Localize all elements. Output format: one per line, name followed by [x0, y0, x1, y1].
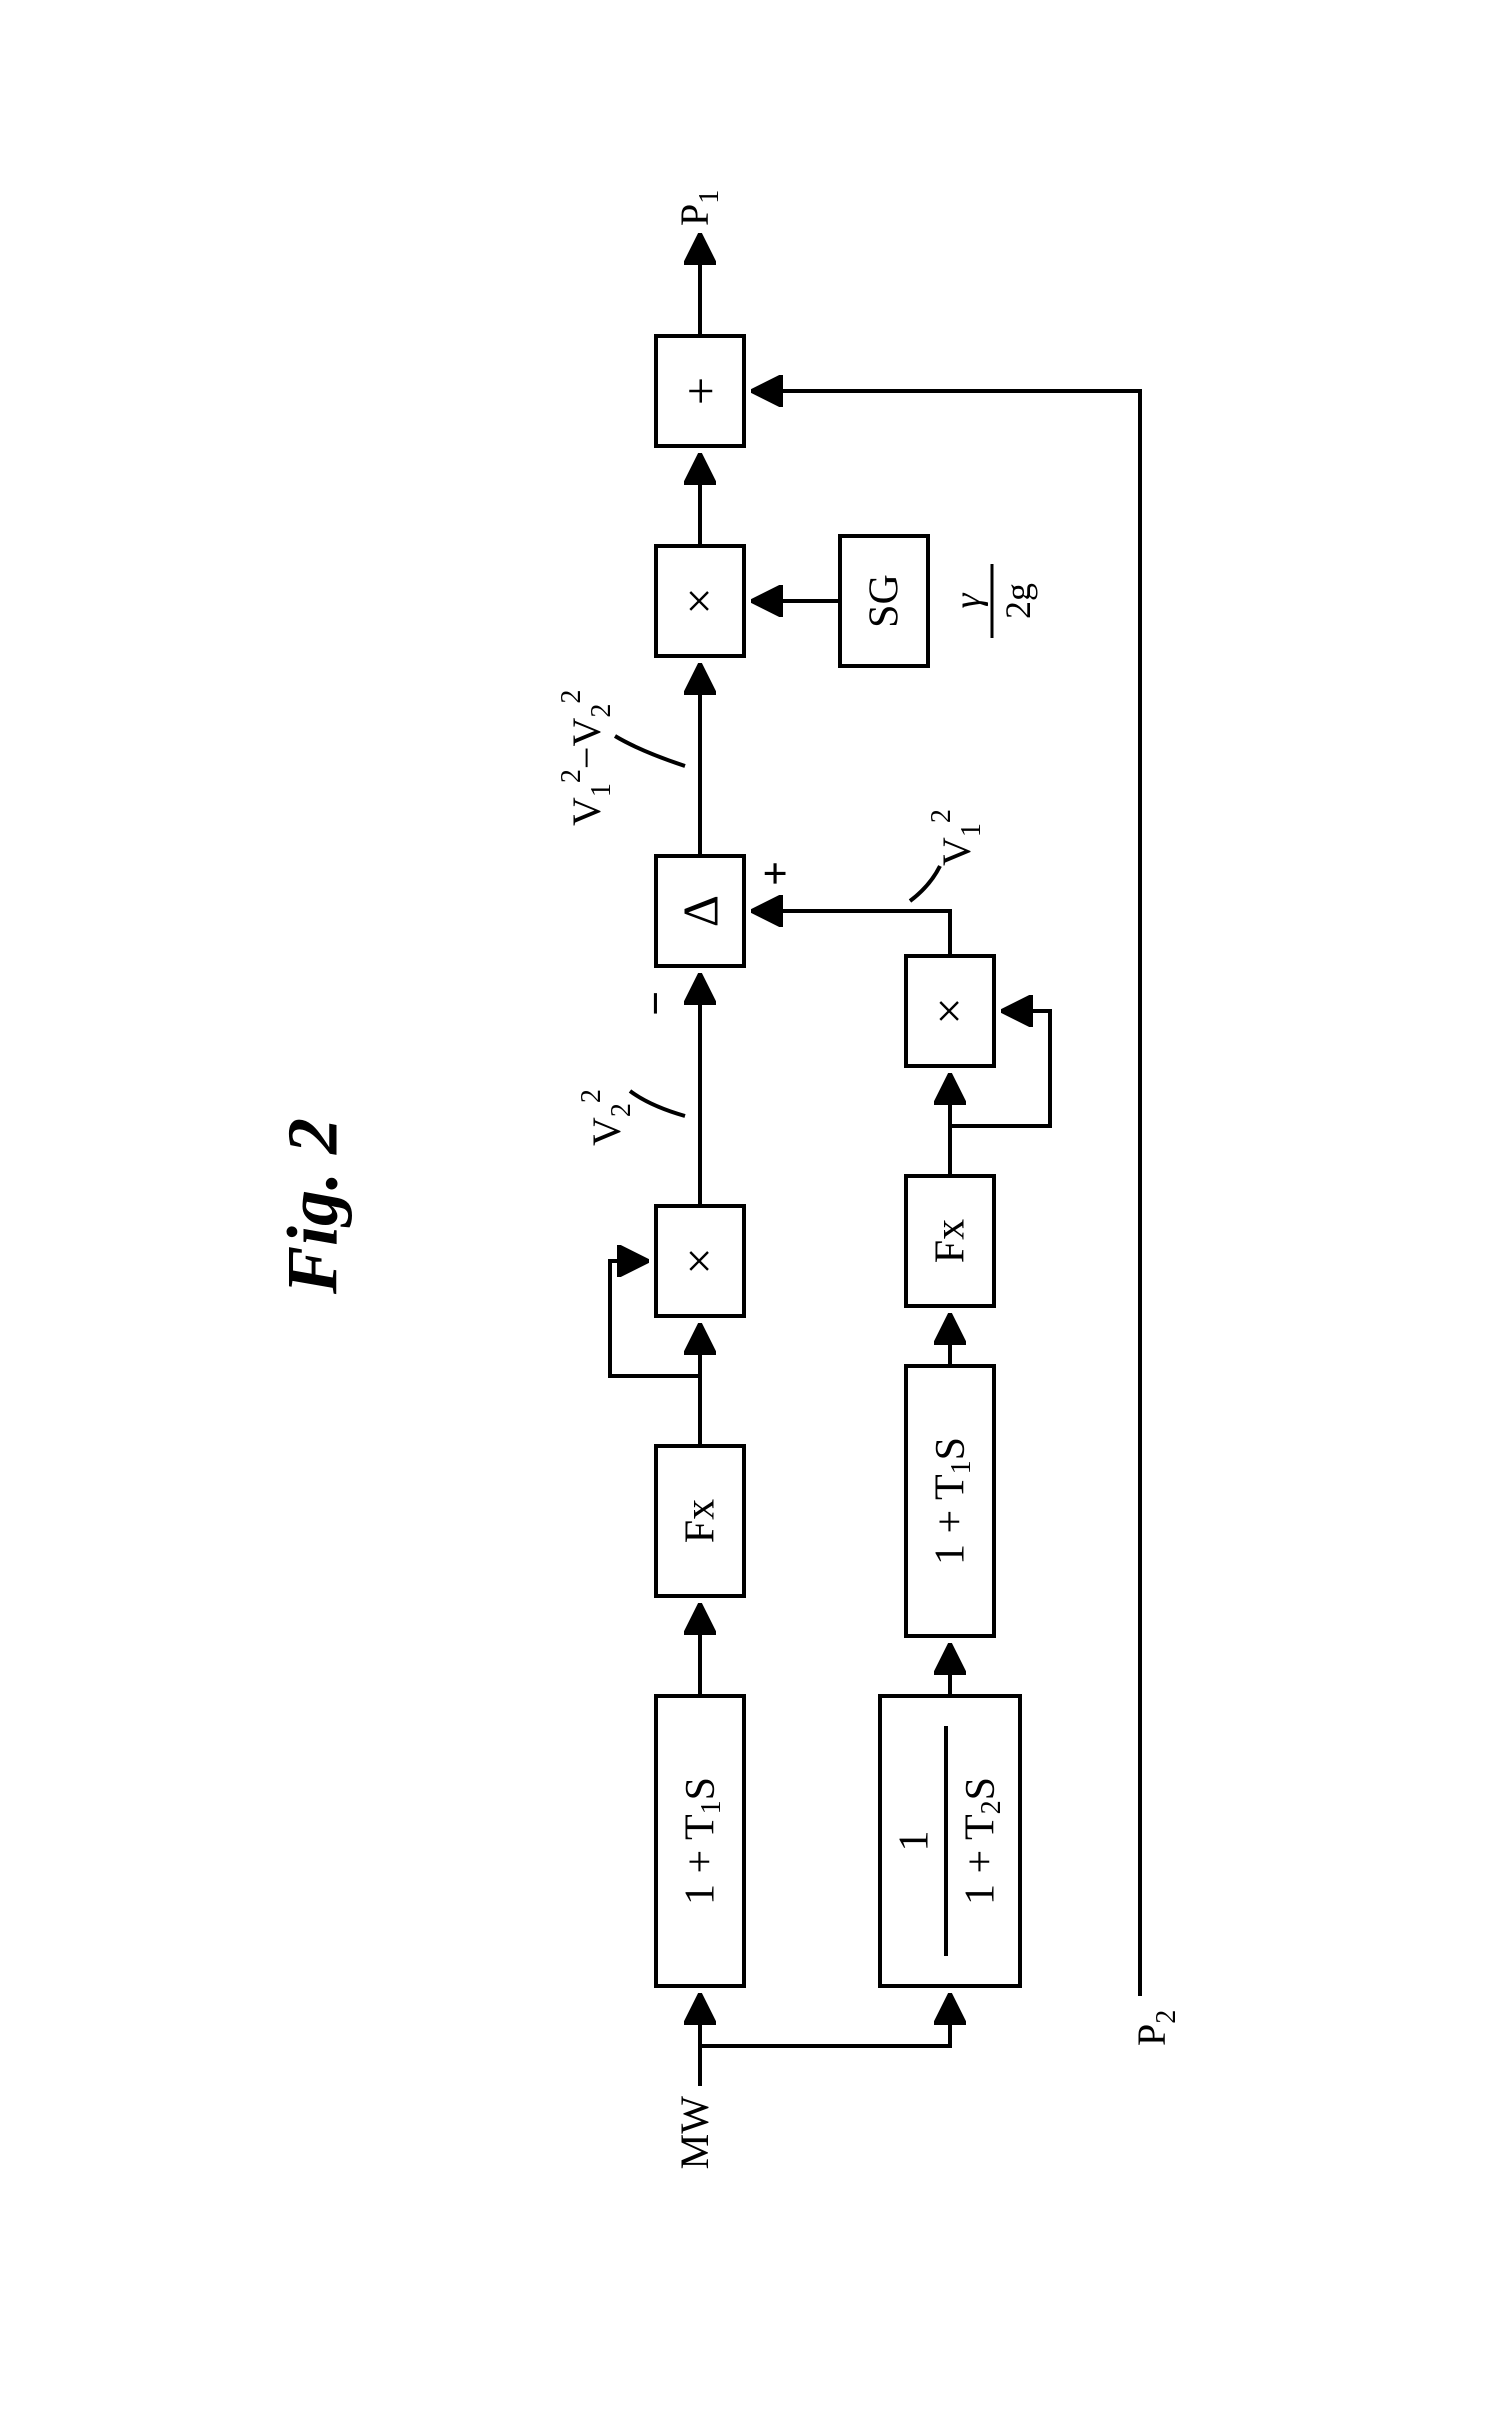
input-mw-label: MW [672, 2096, 717, 2170]
svg-text:2g: 2g [998, 583, 1038, 619]
svg-text:1 + T1S: 1 + T1S [678, 1777, 728, 1905]
label-sg: SG [862, 574, 908, 628]
annot-v2sq-tick [630, 1091, 685, 1116]
label-delta: Δ [672, 895, 728, 927]
wire-sqbot-to-delta [754, 911, 950, 956]
annot-sg-fraction: γ 2g [947, 564, 1038, 638]
wire-mw-branch-down [700, 1996, 950, 2046]
figure-title: Fig. 2 [273, 1118, 353, 1295]
svg-text:1 + T2S: 1 + T2S [958, 1777, 1008, 1905]
annot-v2sq: V22 [576, 1089, 637, 1146]
label-fx-top: Fx [678, 1499, 724, 1543]
label-sq-bot: × [923, 997, 976, 1024]
label-add: + [672, 377, 728, 405]
label-tf-bot1-num: 1 [892, 1831, 938, 1852]
label-tf-top: 1 + T1S [678, 1777, 728, 1905]
annot-diff-tick [615, 736, 685, 766]
label-mult-sg: × [673, 587, 726, 614]
label-tf-bot2: 1 + T1S [928, 1437, 978, 1565]
label-tf-bot1-den: 1 + T2S [958, 1777, 1008, 1905]
annot-v1sq: V12 [926, 809, 987, 866]
label-fx-bot: Fx [928, 1219, 974, 1263]
input-p2-label: P2 [1129, 2010, 1182, 2046]
svg-text:γ: γ [947, 592, 989, 608]
delta-plus: + [751, 861, 800, 886]
delta-minus: − [631, 991, 680, 1016]
svg-text:1 + T1S: 1 + T1S [928, 1437, 978, 1565]
annot-v1sq-tick [910, 866, 940, 901]
output-p1-label: P1 [672, 190, 725, 226]
annot-diff: V12−V22 [556, 690, 617, 826]
label-sq-top: × [673, 1247, 726, 1274]
